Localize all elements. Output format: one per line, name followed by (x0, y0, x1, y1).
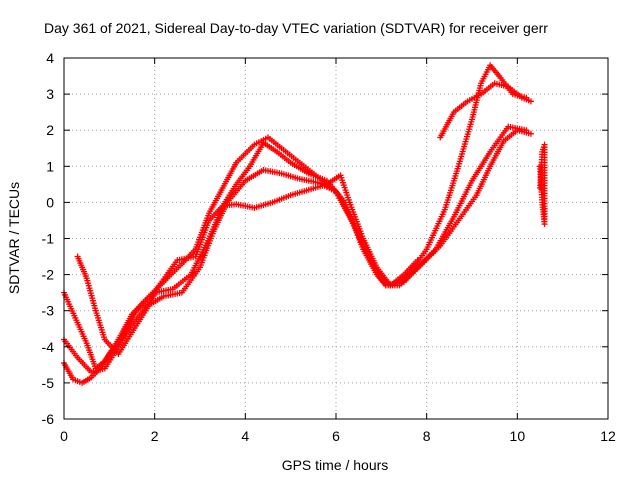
series-track-2 (61, 127, 534, 376)
y-tick-label: 2 (46, 122, 54, 138)
y-tick-label: -3 (42, 303, 55, 319)
y-tick-label: -1 (42, 231, 55, 247)
data-layer (61, 62, 548, 386)
y-axis-label: SDTVAR / TECUs (6, 182, 22, 294)
y-tick-label: 1 (46, 158, 54, 174)
x-tick-label: 6 (332, 428, 340, 444)
series-track-5 (437, 80, 534, 141)
y-tick-label: -4 (42, 339, 55, 355)
x-tick-label: 2 (151, 428, 159, 444)
y-tick-label: -2 (42, 267, 55, 283)
y-tick-label: 4 (46, 50, 54, 66)
x-tick-label: 12 (600, 428, 616, 444)
y-tick-label: -6 (42, 411, 55, 427)
x-tick-label: 10 (510, 428, 526, 444)
grid-layer (64, 58, 608, 419)
y-tick-label: 0 (46, 194, 54, 210)
data-point (537, 163, 543, 170)
series-track-4 (74, 172, 421, 358)
chart-title: Day 361 of 2021, Sidereal Day-to-day VTE… (44, 20, 548, 36)
x-axis-label: GPS time / hours (282, 457, 389, 473)
x-tick-label: 4 (241, 428, 249, 444)
data-point (527, 130, 534, 137)
x-tick-label: 0 (60, 428, 68, 444)
data-point (414, 257, 421, 264)
series-track-3 (61, 62, 530, 372)
y-tick-label: -5 (42, 375, 55, 391)
data-point (527, 98, 534, 105)
y-tick-label: 3 (46, 86, 54, 102)
x-tick-label: 8 (423, 428, 431, 444)
series-track-6 (537, 141, 548, 228)
